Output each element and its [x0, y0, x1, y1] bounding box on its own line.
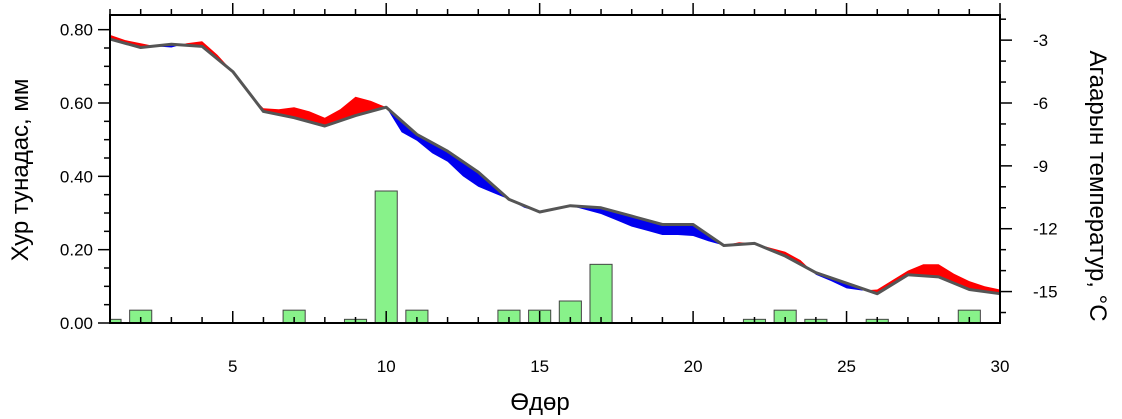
x-tick-label-25: 25 [837, 357, 856, 376]
x-tick-label-15: 15 [530, 357, 549, 376]
plot-frame [109, 14, 1001, 324]
mean-temperature-line [109, 37, 1001, 296]
colder-than-mean-area [110, 39, 1000, 294]
right-axis-title: Агаарын температур, °C [1084, 50, 1111, 321]
y-left-tick-label-0.40: 0.40 [60, 167, 93, 186]
left-axis-title: Хур тунадас, мм [7, 79, 34, 262]
y-right-tick-label--15: -15 [1033, 283, 1058, 302]
precip-bar-day-10 [374, 190, 398, 324]
temperature-anomaly [110, 34, 1000, 294]
axis-ticks [98, 3, 1012, 324]
y-left-tick-label-0.00: 0.00 [60, 314, 93, 333]
precipitation-bars [109, 190, 981, 324]
y-right-tick-label--3: -3 [1033, 31, 1048, 50]
x-tick-label-5: 5 [228, 357, 237, 376]
y-left-tick-label-0.80: 0.80 [60, 21, 93, 40]
warmer-than-mean-area [110, 34, 1000, 294]
y-right-tick-label--6: -6 [1033, 94, 1048, 113]
y-left-tick-label-0.20: 0.20 [60, 241, 93, 260]
y-right-tick-label--12: -12 [1033, 220, 1058, 239]
x-tick-label-30: 30 [991, 357, 1010, 376]
y-left-tick-label-0.60: 0.60 [60, 94, 93, 113]
x-tick-label-10: 10 [377, 357, 396, 376]
y-right-tick-label--9: -9 [1033, 157, 1048, 176]
precip-bar-day-17 [589, 263, 613, 324]
axis-tick-labels: 5 10 15 20 25 30 0.00 0.20 0.40 0.60 0.80 -3 -6 -9 -12… [60, 21, 1058, 376]
x-axis-title: Өдөр [510, 389, 569, 416]
x-tick-label-20: 20 [684, 357, 703, 376]
